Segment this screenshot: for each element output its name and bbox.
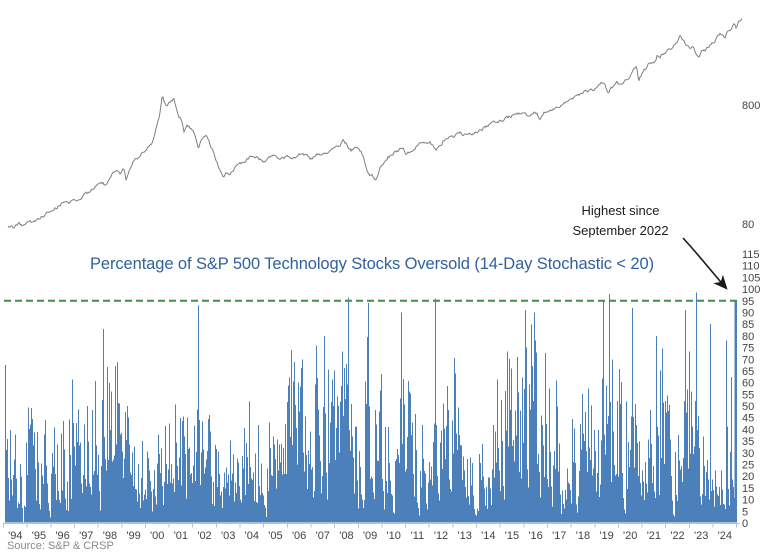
y-tick-label: 85	[742, 319, 754, 331]
annotation-line1: Highest since	[581, 203, 660, 218]
x-tick-label: '95	[32, 530, 46, 542]
y-tick-label: 110	[742, 261, 760, 273]
x-tick-label: '16	[528, 530, 542, 542]
x-tick-label: '19	[599, 530, 613, 542]
y-tick-label: 75	[742, 343, 754, 355]
x-tick-label: '13	[458, 530, 472, 542]
y-tick-label: 30	[742, 448, 754, 460]
x-tick-labels: '94 '95 '96 '97 '98 '99 '00 '01 '02 '03 '04 '05 '06 '…	[8, 530, 732, 542]
price-axis-label: 80	[742, 219, 754, 231]
x-tick-label: '22	[670, 530, 684, 542]
x-tick-label: '01	[174, 530, 188, 542]
x-tick-label: '07	[316, 530, 330, 542]
y-tick-label: 45	[742, 413, 754, 425]
x-tick-label: '20	[623, 530, 637, 542]
x-tick-label: '05	[268, 530, 282, 542]
y-tick-label: 25	[742, 460, 754, 472]
annotation-arrow-icon	[682, 237, 728, 290]
x-tick-label: '21	[647, 530, 661, 542]
y-tick-label: 20	[742, 471, 754, 483]
price-line-series	[7, 18, 743, 229]
x-tick-label: '04	[245, 530, 259, 542]
y-tick-label: 0	[742, 518, 748, 530]
x-tick-label: '00	[150, 530, 164, 542]
x-tick-label: '94	[8, 530, 22, 542]
y-tick-label: 80	[742, 331, 754, 343]
annotation-line2: September 2022	[572, 222, 669, 238]
y-tick-label: 15	[742, 483, 754, 495]
x-tick-label: '24	[718, 530, 732, 542]
source-note: Source: S&P & CRSP	[7, 540, 114, 552]
annotation-arrow	[682, 237, 728, 290]
y-tick-label: 60	[742, 378, 754, 390]
y-tick-label: 10	[742, 495, 754, 507]
annotation-callout: Highest since September 2022	[543, 201, 698, 240]
x-tick-label: '14	[481, 530, 495, 542]
bottom-x-axis	[3, 523, 740, 528]
y-tick-label: 40	[742, 424, 754, 436]
x-tick-label: '10	[387, 530, 401, 542]
x-tick-label: '06	[292, 530, 306, 542]
x-tick-label: '97	[79, 530, 93, 542]
chart-title: Percentage of S&P 500 Technology Stocks …	[90, 255, 654, 273]
x-tick-label: '08	[339, 530, 353, 542]
oversold-bars	[5, 292, 736, 523]
price-axis-label: 800	[742, 100, 760, 112]
x-tick-label: '12	[434, 530, 448, 542]
y-tick-label: 70	[742, 354, 754, 366]
y-tick-labels: 0510152025303540455055606570758085909510…	[742, 249, 760, 530]
x-tick-label: '99	[126, 530, 140, 542]
y-tick-label: 115	[742, 249, 760, 261]
price-line	[7, 18, 743, 229]
x-tick-label: '23	[694, 530, 708, 542]
y-tick-label: 65	[742, 366, 754, 378]
x-tick-label: '03	[221, 530, 235, 542]
oversold-bars-series	[5, 292, 737, 523]
y-tick-label: 100	[742, 284, 760, 296]
x-tick-label: '17	[552, 530, 566, 542]
x-tick-label: '18	[576, 530, 590, 542]
y-tick-label: 55	[742, 389, 754, 401]
y-tick-label: 90	[742, 307, 754, 319]
x-tick-label: '96	[55, 530, 69, 542]
y-tick-label: 95	[742, 296, 754, 308]
y-tick-label: 5	[742, 506, 748, 518]
x-tick-label: '15	[505, 530, 519, 542]
x-tick-label: '11	[411, 530, 425, 542]
x-tick-label: '98	[103, 530, 117, 542]
x-tick-label: '09	[363, 530, 377, 542]
x-tick-label: '02	[197, 530, 211, 542]
price-axis-labels: 800 80	[742, 100, 760, 231]
y-tick-label: 50	[742, 401, 754, 413]
y-tick-label: 35	[742, 436, 754, 448]
y-tick-label: 105	[742, 272, 760, 284]
